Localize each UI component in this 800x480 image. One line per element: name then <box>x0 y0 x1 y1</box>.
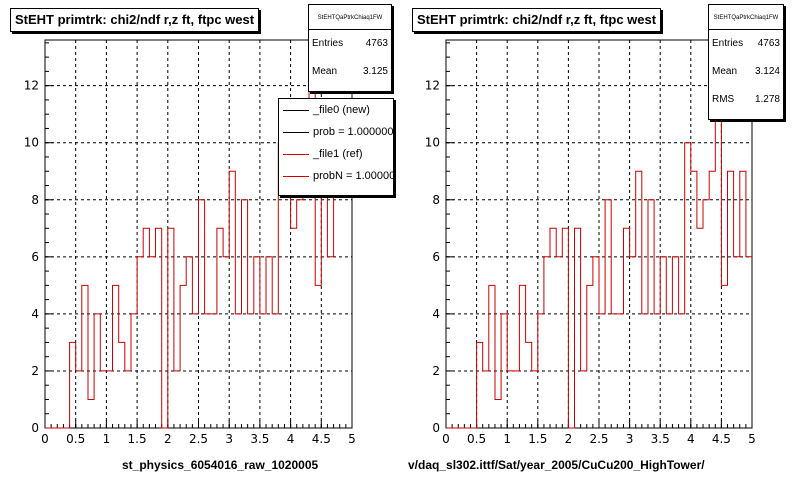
stats-row-mean: Mean 3.124 <box>709 58 783 86</box>
stats-entries-value: 4763 <box>757 38 780 49</box>
stats-box-right: StEHTQaPtrkChiaq1FW Entries 4763 Mean 3.… <box>708 4 784 120</box>
stats-row-rms: RMS 1.278 <box>709 86 783 114</box>
chart-title-left: StEHT primtrk: chi2/ndf r,z ft, ftpc wes… <box>10 8 260 32</box>
x-tick-label: 4.5 <box>312 432 331 446</box>
x-tick-label: 2.5 <box>589 432 608 446</box>
legend-box: _file0 (new) prob = 1.000000 _file1 (ref… <box>278 98 394 196</box>
legend-item: _file0 (new) <box>279 99 393 121</box>
footer-label-left: st_physics_6054016_raw_1020005 <box>122 458 319 472</box>
x-tick-label: 5 <box>348 432 356 446</box>
y-tick-label: 4 <box>432 307 440 321</box>
stats-row-entries: Entries 4763 <box>309 30 391 58</box>
y-tick-label: 6 <box>432 250 440 264</box>
stats-rms-label: RMS <box>712 94 735 105</box>
legend-swatch <box>283 131 309 133</box>
stats-mean-label: Mean <box>712 66 738 77</box>
legend-swatch <box>283 153 309 155</box>
chart-title-right: StEHT primtrk: chi2/ndf r,z ft, ftpc wes… <box>412 8 662 32</box>
y-tick-label: 12 <box>24 79 39 93</box>
x-tick-label: 1 <box>503 432 511 446</box>
x-tick-label: 2.5 <box>189 432 208 446</box>
x-tick-label: 2 <box>164 432 172 446</box>
legend-item: _file1 (ref) <box>279 143 393 165</box>
x-tick-label: 0.5 <box>467 432 486 446</box>
stats-name: StEHTQaPtrkChiaq1FW <box>709 5 783 30</box>
footer-label-right: v/daq_sl302.ittf/Sat/year_2005/CuCu200_H… <box>408 458 705 472</box>
histogram-series <box>446 56 752 429</box>
legend-swatch <box>283 175 309 177</box>
x-tick-label: 0.5 <box>66 432 85 446</box>
x-tick-label: 1 <box>103 432 111 446</box>
legend-label: probN = 1.000000 <box>313 170 394 182</box>
y-tick-label: 12 <box>425 79 440 93</box>
y-tick-label: 10 <box>425 136 440 150</box>
y-tick-label: 8 <box>31 193 39 207</box>
y-tick-label: 6 <box>31 250 39 264</box>
stats-entries-label: Entries <box>312 38 344 49</box>
x-tick-label: 4.5 <box>712 432 731 446</box>
legend-swatch <box>283 109 309 111</box>
y-tick-label: 2 <box>31 364 39 378</box>
x-tick-label: 4 <box>287 432 295 446</box>
histogram-series <box>45 56 340 429</box>
y-tick-label: 0 <box>31 421 39 435</box>
stats-rms-value: 1.278 <box>754 94 780 105</box>
stats-box-left: StEHTQaPtrkChiaq1FW Entries 4763 Mean 3.… <box>308 4 392 92</box>
legend-item: prob = 1.000000 <box>279 121 393 143</box>
stats-entries-value: 4763 <box>365 38 388 49</box>
stats-name: StEHTQaPtrkChiaq1FW <box>309 5 391 30</box>
x-tick-label: 3.5 <box>250 432 269 446</box>
legend-label: _file0 (new) <box>313 104 370 116</box>
x-tick-label: 3 <box>225 432 233 446</box>
x-tick-label: 1.5 <box>528 432 547 446</box>
stats-row-entries: Entries 4763 <box>709 30 783 58</box>
x-tick-label: 5 <box>748 432 756 446</box>
x-tick-label: 3 <box>626 432 634 446</box>
x-tick-label: 3.5 <box>651 432 670 446</box>
stats-entries-label: Entries <box>712 38 744 49</box>
stats-mean-label: Mean <box>312 66 338 77</box>
x-tick-label: 4 <box>687 432 695 446</box>
legend-item: probN = 1.000000 <box>279 165 393 187</box>
x-tick-label: 2 <box>565 432 573 446</box>
stats-row-mean: Mean 3.125 <box>309 58 391 86</box>
legend-label: prob = 1.000000 <box>313 126 394 138</box>
x-tick-label: 0 <box>41 432 49 446</box>
y-tick-label: 10 <box>24 136 39 150</box>
stats-mean-value: 3.124 <box>754 66 780 77</box>
stats-mean-value: 3.125 <box>362 66 388 77</box>
y-tick-label: 8 <box>432 193 440 207</box>
y-tick-label: 4 <box>31 307 39 321</box>
x-tick-label: 1.5 <box>128 432 147 446</box>
legend-label: _file1 (ref) <box>313 148 363 160</box>
y-tick-label: 2 <box>432 364 440 378</box>
y-tick-label: 0 <box>432 421 440 435</box>
x-tick-label: 0 <box>442 432 450 446</box>
